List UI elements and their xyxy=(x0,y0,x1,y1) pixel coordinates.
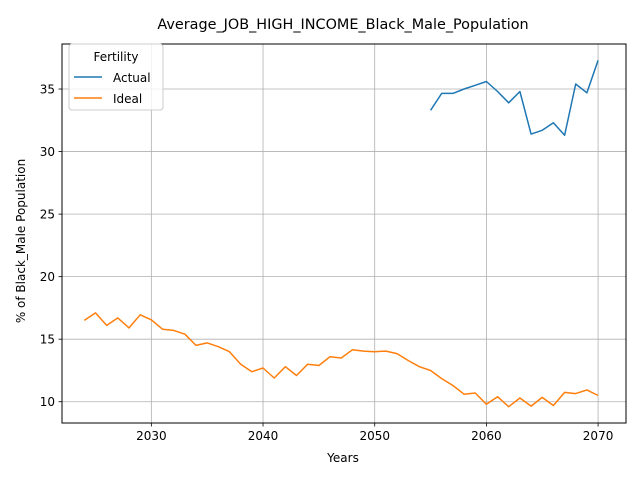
x-tick-label: 2040 xyxy=(248,429,279,443)
x-tick-label: 2060 xyxy=(471,429,502,443)
chart-title: Average_JOB_HIGH_INCOME_Black_Male_Popul… xyxy=(157,17,528,33)
legend-title: Fertility xyxy=(93,50,138,64)
grid xyxy=(62,44,626,423)
plot-frame xyxy=(61,43,627,424)
y-tick-label: 35 xyxy=(40,82,55,96)
legend: Fertility Actual Ideal xyxy=(68,43,164,111)
series-layer xyxy=(83,60,599,408)
y-tick-label: 20 xyxy=(40,270,55,284)
y-tick-label: 30 xyxy=(40,145,55,159)
legend-label-ideal: Ideal xyxy=(113,92,142,106)
legend-label-actual: Actual xyxy=(113,71,151,85)
series-line-actual xyxy=(429,60,599,137)
y-tick-label: 15 xyxy=(40,332,55,346)
x-axis-label: Years xyxy=(326,451,359,465)
y-tick-label: 25 xyxy=(40,207,55,221)
y-axis-label: % of Black_Male Population xyxy=(14,159,28,323)
x-tick-label: 2030 xyxy=(136,429,167,443)
y-tick-label: 10 xyxy=(40,395,55,409)
series-line-ideal xyxy=(83,312,599,408)
ticks: 2030 2040 2050 2060 2070 10 15 20 25 30 35 xyxy=(40,82,614,443)
legend-box xyxy=(68,43,164,111)
x-tick-label: 2050 xyxy=(359,429,390,443)
x-tick-label: 2070 xyxy=(583,429,614,443)
